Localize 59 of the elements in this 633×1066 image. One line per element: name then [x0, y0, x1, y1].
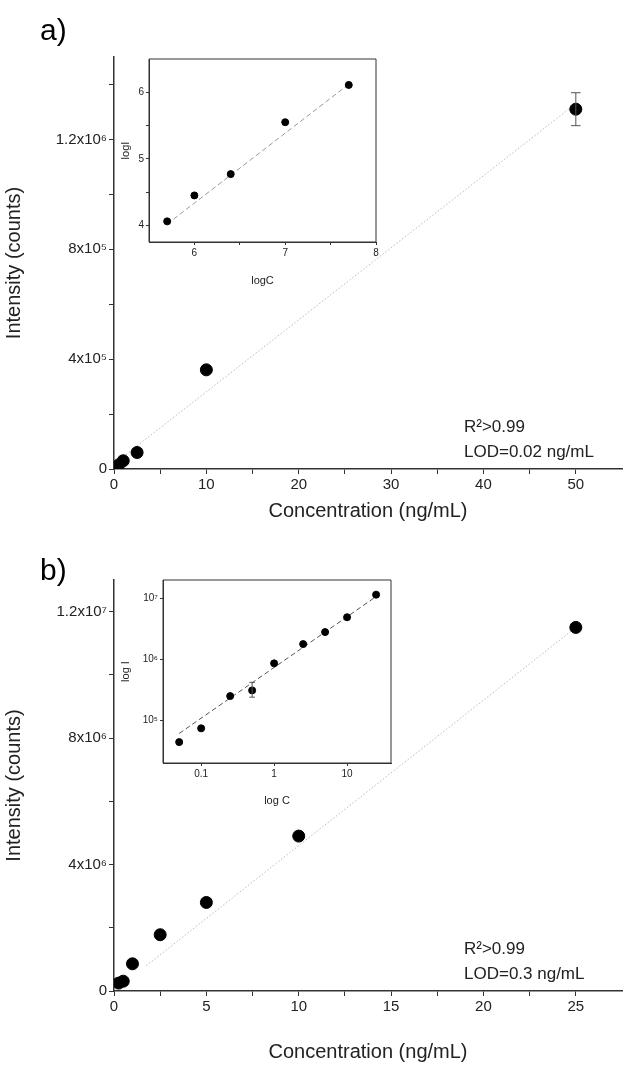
chart-title: b) — [40, 553, 67, 586]
point — [163, 217, 172, 226]
point — [199, 363, 213, 377]
point — [116, 454, 130, 468]
x-tick-label: 15 — [382, 997, 400, 1015]
x-tick-label: 1 — [271, 767, 278, 779]
x-tick-label: 50 — [567, 475, 585, 493]
annotation: R²>0.99 — [464, 417, 525, 436]
y-tick-label: 0 — [98, 981, 107, 999]
x-tick-label: 10 — [341, 767, 354, 779]
x-tick-label: 7 — [282, 246, 289, 258]
x-tick-label: 0 — [109, 475, 119, 493]
y-tick-label: 4 — [138, 219, 145, 231]
y-tick-label: 6 — [138, 86, 145, 98]
x-tick-label: 10 — [198, 475, 215, 493]
x-tick-label: 5 — [202, 997, 211, 1015]
annotation: R²>0.99 — [464, 939, 525, 958]
x-tick-label: 0 — [109, 997, 119, 1015]
y-axis-title: Intensity (counts) — [1, 709, 24, 862]
y-tick-label: 10⁶ — [142, 653, 158, 665]
point — [292, 829, 306, 843]
x-tick-label: 0.1 — [194, 767, 209, 779]
y-tick-label: 10⁷ — [143, 592, 159, 604]
y-tick-label: 0 — [98, 459, 107, 477]
x-axis-title: log C — [264, 794, 290, 807]
x-tick-label: 20 — [475, 997, 492, 1015]
point — [125, 957, 139, 971]
y-tick-label: 4x10⁶ — [68, 854, 107, 872]
point — [226, 170, 235, 179]
y-axis-title: log I — [118, 661, 131, 682]
annotation: LOD=0.02 ng/mL — [464, 442, 594, 461]
x-axis-title: Concentration (ng/mL) — [268, 1039, 468, 1062]
point — [153, 928, 167, 942]
x-tick-label: 30 — [382, 475, 400, 493]
y-tick-label: 1.2x10⁶ — [55, 129, 107, 147]
y-tick-label: 4x10⁵ — [68, 349, 107, 367]
y-tick-label: 1.2x10⁷ — [56, 601, 107, 619]
x-tick-label: 25 — [567, 997, 585, 1015]
y-axis-title: logI — [118, 141, 131, 160]
point — [569, 620, 583, 634]
x-tick-label: 6 — [191, 246, 198, 258]
point — [199, 895, 213, 909]
y-tick-label: 8x10⁶ — [68, 728, 107, 746]
x-tick-label: 8 — [373, 246, 380, 258]
x-tick-label: 10 — [290, 997, 308, 1015]
point — [281, 118, 290, 127]
annotation: LOD=0.3 ng/mL — [464, 964, 585, 983]
x-axis-title: logC — [251, 274, 274, 287]
point — [190, 191, 199, 200]
point — [130, 446, 144, 460]
x-tick-label: 20 — [290, 475, 308, 493]
y-tick-label: 5 — [138, 152, 145, 164]
y-tick-label: 8x10⁵ — [68, 239, 107, 257]
x-axis-title: Concentration (ng/mL) — [268, 498, 468, 521]
y-tick-label: 10⁵ — [142, 714, 158, 726]
chart-title: a) — [40, 13, 67, 46]
x-tick-label: 40 — [475, 475, 492, 493]
y-axis-title: Intensity (counts) — [1, 186, 24, 340]
point — [344, 80, 353, 89]
